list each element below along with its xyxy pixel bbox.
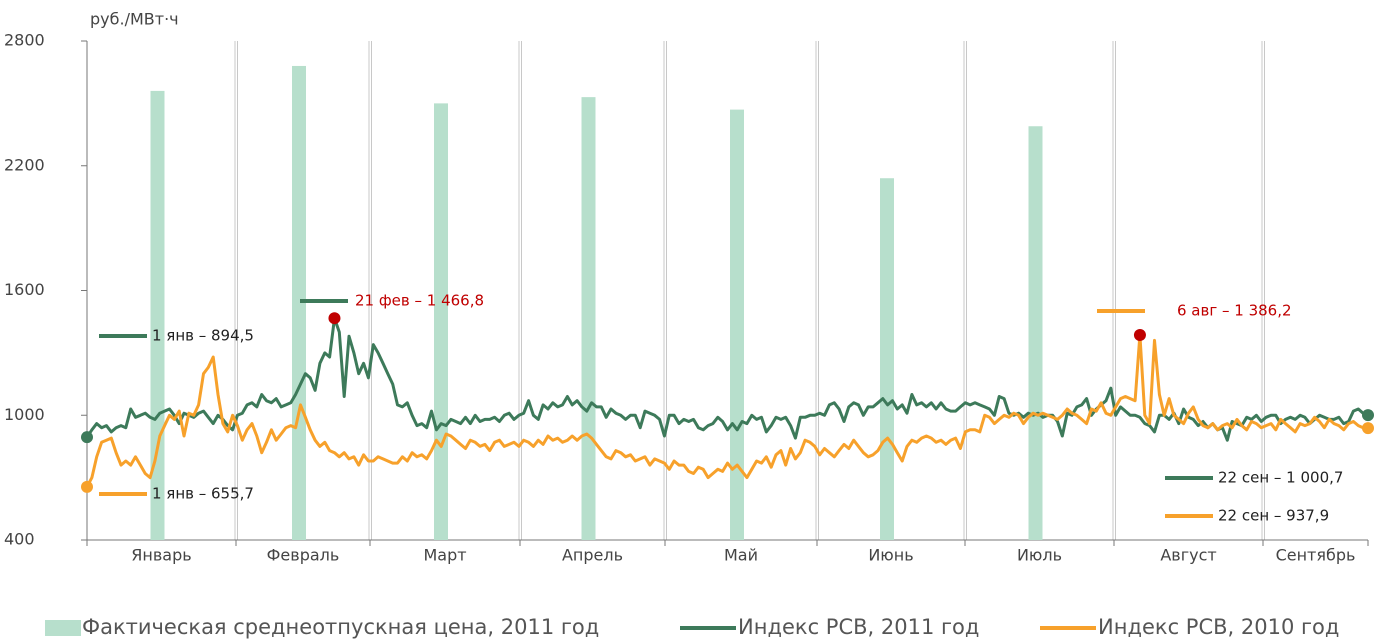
annotation: 1 янв – 894,5 [152, 327, 254, 345]
bar [880, 178, 894, 540]
x-tick-label: Май [724, 546, 758, 565]
x-tick-label: Август [1160, 546, 1216, 565]
x-tick-label: Апрель [562, 546, 623, 565]
annotation: 22 сен – 937,9 [1218, 507, 1329, 525]
annotation: 6 авг – 1 386,2 [1177, 302, 1292, 320]
annotation: 21 фев – 1 466,8 [355, 292, 484, 310]
annotation: 1 янв – 655,7 [152, 485, 254, 503]
legend-label: Фактическая среднеотпускная цена, 2011 г… [82, 615, 599, 639]
y-axis-label: руб./МВт·ч [90, 10, 179, 29]
legend-swatch [45, 620, 81, 636]
bar [1028, 126, 1043, 540]
y-tick-label: 2200 [4, 155, 45, 174]
highlight-point [81, 431, 93, 444]
line [85, 333, 1369, 488]
legend-label: Индекс РСВ, 2010 год [1098, 615, 1339, 639]
x-tick-label: Февраль [267, 546, 340, 565]
line [85, 316, 1369, 442]
legend-label: Индекс РСВ, 2011 год [738, 615, 979, 639]
highlight-point [1362, 409, 1374, 422]
highlight-point [81, 480, 93, 493]
annotation: 22 сен – 1 000,7 [1218, 469, 1343, 487]
x-tick-label: Июнь [868, 546, 913, 565]
bar [150, 90, 165, 541]
x-tick-label: Июль [1017, 546, 1062, 565]
x-tick-label: Январь [131, 546, 191, 565]
y-tick-label: 2800 [4, 31, 45, 50]
y-tick-label: 400 [4, 530, 35, 549]
highlight-point [1133, 328, 1146, 341]
highlight-point [328, 312, 341, 325]
bar [730, 109, 744, 541]
bar [434, 103, 448, 540]
y-tick-label: 1000 [4, 405, 45, 424]
x-tick-label: Март [423, 546, 466, 565]
highlight-point [1362, 422, 1374, 435]
x-tick-label: Сентябрь [1276, 546, 1356, 565]
bar [581, 97, 596, 540]
y-tick-label: 1600 [4, 280, 45, 299]
